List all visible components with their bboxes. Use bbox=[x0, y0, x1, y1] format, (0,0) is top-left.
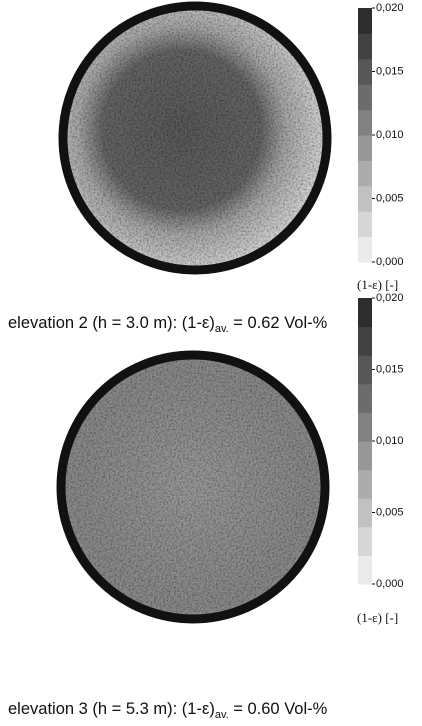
colorbar-label: (1-ε) [-] bbox=[357, 277, 398, 292]
colorbar-step bbox=[358, 109, 372, 136]
colorbar-step bbox=[358, 526, 372, 556]
caption-subscript: av. bbox=[215, 323, 229, 335]
colorbar-step bbox=[358, 412, 372, 442]
colorbar-tick-label: 0,015 bbox=[376, 65, 404, 77]
colorbar-step bbox=[358, 135, 372, 161]
colorbar-tick-label: 0,010 bbox=[376, 129, 404, 141]
colorbar-tick-label: 0,000 bbox=[376, 578, 404, 590]
colorbar-step bbox=[358, 383, 372, 413]
colorbar-step bbox=[358, 160, 372, 187]
colorbar-step bbox=[358, 355, 372, 385]
colorbar-tick-label: 0,020 bbox=[376, 292, 404, 304]
colorbar-step bbox=[358, 498, 372, 528]
colorbar-step bbox=[358, 441, 372, 471]
colorbar-step bbox=[358, 8, 372, 34]
caption-subscript: av. bbox=[215, 709, 229, 721]
colorbar-step bbox=[358, 211, 372, 238]
caption: elevation 2 (h = 3.0 m): (1-ε)av. = 0.62… bbox=[8, 314, 328, 335]
colorbar-tick-label: 0,015 bbox=[376, 363, 404, 375]
colorbar-step bbox=[358, 58, 372, 85]
tomogram-2 bbox=[56, 350, 330, 624]
colorbar-step bbox=[358, 84, 372, 111]
colorbar-tick-label: 0,000 bbox=[376, 256, 404, 268]
colorbar-tick-label: 0,010 bbox=[376, 435, 404, 447]
caption: elevation 3 (h = 5.3 m): (1-ε)av. = 0.60… bbox=[8, 700, 328, 721]
colorbar-step bbox=[358, 298, 372, 328]
colorbar-tick-label: 0,005 bbox=[376, 506, 404, 518]
column-wall bbox=[58, 1, 332, 275]
colorbar-tick-label: 0,005 bbox=[376, 192, 404, 204]
colorbar-step bbox=[358, 555, 372, 585]
colorbar-step bbox=[358, 236, 372, 263]
tomogram-1 bbox=[58, 1, 332, 275]
caption-main: elevation 3 (h = 5.3 m): (1-ε) bbox=[8, 700, 215, 718]
caption-tail: = 0.60 Vol-% bbox=[229, 700, 328, 718]
colorbar-label: (1-ε) [-] bbox=[357, 610, 398, 625]
tomogram-image bbox=[64, 7, 326, 269]
tomogram-image bbox=[62, 356, 324, 618]
colorbar-step bbox=[358, 326, 372, 356]
colorbar-tick-label: 0,020 bbox=[376, 2, 404, 14]
colorbar-step bbox=[358, 185, 372, 212]
column-wall bbox=[56, 350, 330, 624]
caption-main: elevation 2 (h = 3.0 m): (1-ε) bbox=[8, 314, 215, 332]
colorbar-step bbox=[358, 469, 372, 499]
colorbar-step bbox=[358, 33, 372, 60]
caption-tail: = 0.62 Vol-% bbox=[229, 314, 328, 332]
